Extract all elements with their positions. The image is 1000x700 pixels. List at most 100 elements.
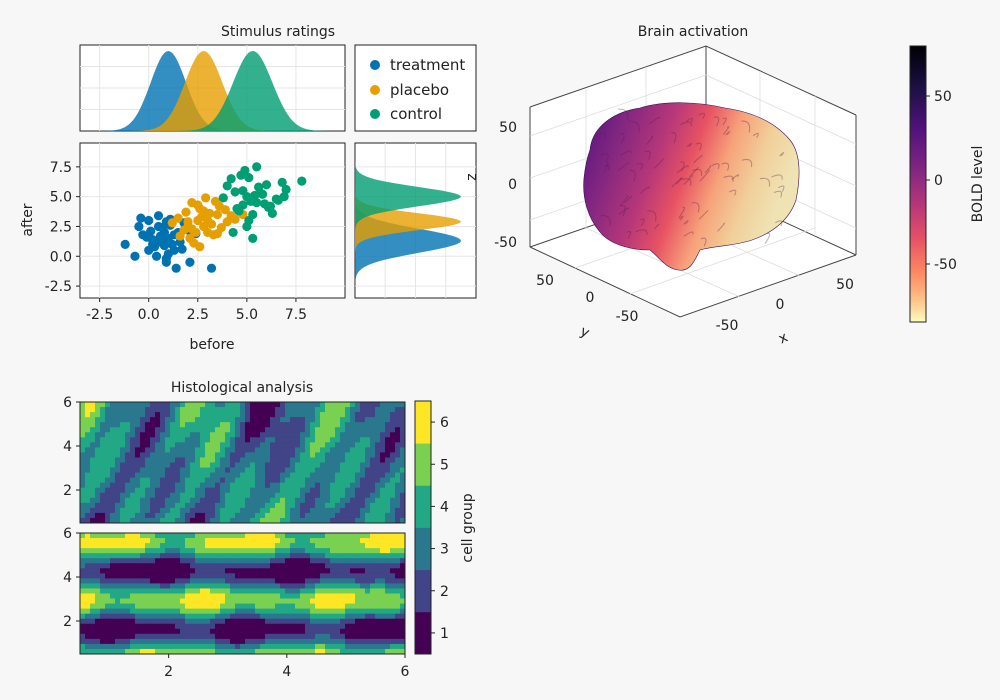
contour-cell	[275, 517, 281, 523]
contour-cell	[190, 538, 196, 544]
contour-cell	[220, 407, 226, 413]
contour-cell	[170, 502, 176, 509]
contour-cell	[225, 578, 231, 585]
contour-cell	[295, 412, 301, 418]
contour-cell	[245, 462, 251, 469]
contour-cell	[155, 422, 161, 428]
contour-cell	[345, 492, 351, 499]
scatter-point-control	[226, 174, 236, 184]
contour-cell	[240, 648, 246, 654]
contour-cell	[140, 417, 146, 423]
contour-cell	[225, 538, 231, 544]
contour-cell	[205, 402, 211, 408]
contour-cell	[115, 452, 121, 459]
contour-cell	[320, 588, 326, 595]
contour-cell	[170, 588, 176, 595]
contour-cell	[270, 487, 276, 494]
contour-cell	[290, 462, 296, 469]
contour-cell	[90, 608, 96, 615]
contour-cell	[180, 568, 186, 574]
contour-cell	[175, 638, 181, 645]
contour-cell	[90, 457, 96, 464]
contour-cell	[350, 487, 356, 494]
contour-cell	[190, 548, 196, 554]
contour-cell	[80, 568, 86, 574]
contour-cell	[270, 578, 276, 585]
contour-cell	[375, 407, 381, 413]
contour-cell	[115, 568, 121, 574]
contour-cell	[260, 517, 266, 523]
contour-cell	[260, 633, 266, 640]
contour-cell	[235, 643, 241, 650]
contour-cell	[250, 402, 256, 408]
contour-cell	[205, 422, 211, 428]
contour-cell	[205, 543, 211, 549]
contour-cell	[260, 648, 266, 654]
contour-cell	[185, 492, 191, 499]
contour-cell	[210, 472, 216, 479]
contour-cell	[110, 507, 116, 514]
contour-cell	[230, 533, 236, 539]
contour-cell	[270, 452, 276, 459]
contour-cell	[250, 437, 256, 443]
scatter-point-placebo	[193, 200, 203, 210]
contour-top-bands	[80, 402, 405, 523]
contour-cell	[360, 628, 366, 635]
contour-cell	[350, 593, 356, 600]
contour-cell	[105, 462, 111, 469]
contour-cell	[290, 568, 296, 574]
contour-cell	[205, 643, 211, 650]
contour-cell	[320, 568, 326, 574]
contour-cell	[380, 603, 386, 610]
contour-cell	[210, 563, 216, 569]
contour-cell	[110, 573, 116, 579]
contour-cell	[335, 427, 341, 433]
contour-cell	[255, 417, 261, 423]
contour-cell	[85, 588, 91, 595]
contour-cell	[150, 568, 156, 574]
contour-cell	[90, 633, 96, 640]
contour-cell	[285, 543, 291, 549]
contour-cell	[230, 422, 236, 428]
contour-cell	[245, 467, 251, 474]
contour-cell	[230, 623, 236, 630]
contour-cell	[210, 638, 216, 645]
contour-cell	[205, 553, 211, 559]
contour-cell	[135, 608, 141, 615]
contour-cell	[205, 533, 211, 539]
contour-cell	[275, 648, 281, 654]
contour-cell	[305, 578, 311, 585]
contour-cell	[115, 603, 121, 610]
contour-cell	[120, 447, 126, 454]
contour-cell	[390, 482, 396, 489]
contour-cell	[80, 472, 86, 479]
contour-cell	[345, 583, 351, 590]
contour-cell	[355, 558, 361, 564]
contour-cell	[175, 603, 181, 610]
contour-cell	[210, 447, 216, 454]
contour-cell	[260, 437, 266, 443]
contour-cell	[215, 492, 221, 499]
contour-cell	[240, 477, 246, 484]
contour-cell	[170, 447, 176, 454]
contour-cell	[210, 507, 216, 514]
contour-cell	[145, 588, 151, 595]
contour-cell	[360, 472, 366, 479]
contour-cell	[380, 482, 386, 489]
contour-cell	[125, 437, 131, 443]
contour-cell	[310, 417, 316, 423]
contour-cell	[125, 608, 131, 615]
contour-cell	[370, 467, 376, 474]
contour-cell	[380, 497, 386, 504]
contour-cell	[125, 558, 131, 564]
contour-cell	[105, 502, 111, 509]
contour-cell	[275, 578, 281, 585]
contour-cell	[300, 608, 306, 615]
contour-cell	[115, 502, 121, 509]
contour-cell	[140, 477, 146, 484]
contour-cell	[275, 442, 281, 448]
contour-cell	[270, 533, 276, 539]
contour-cell	[150, 422, 156, 428]
